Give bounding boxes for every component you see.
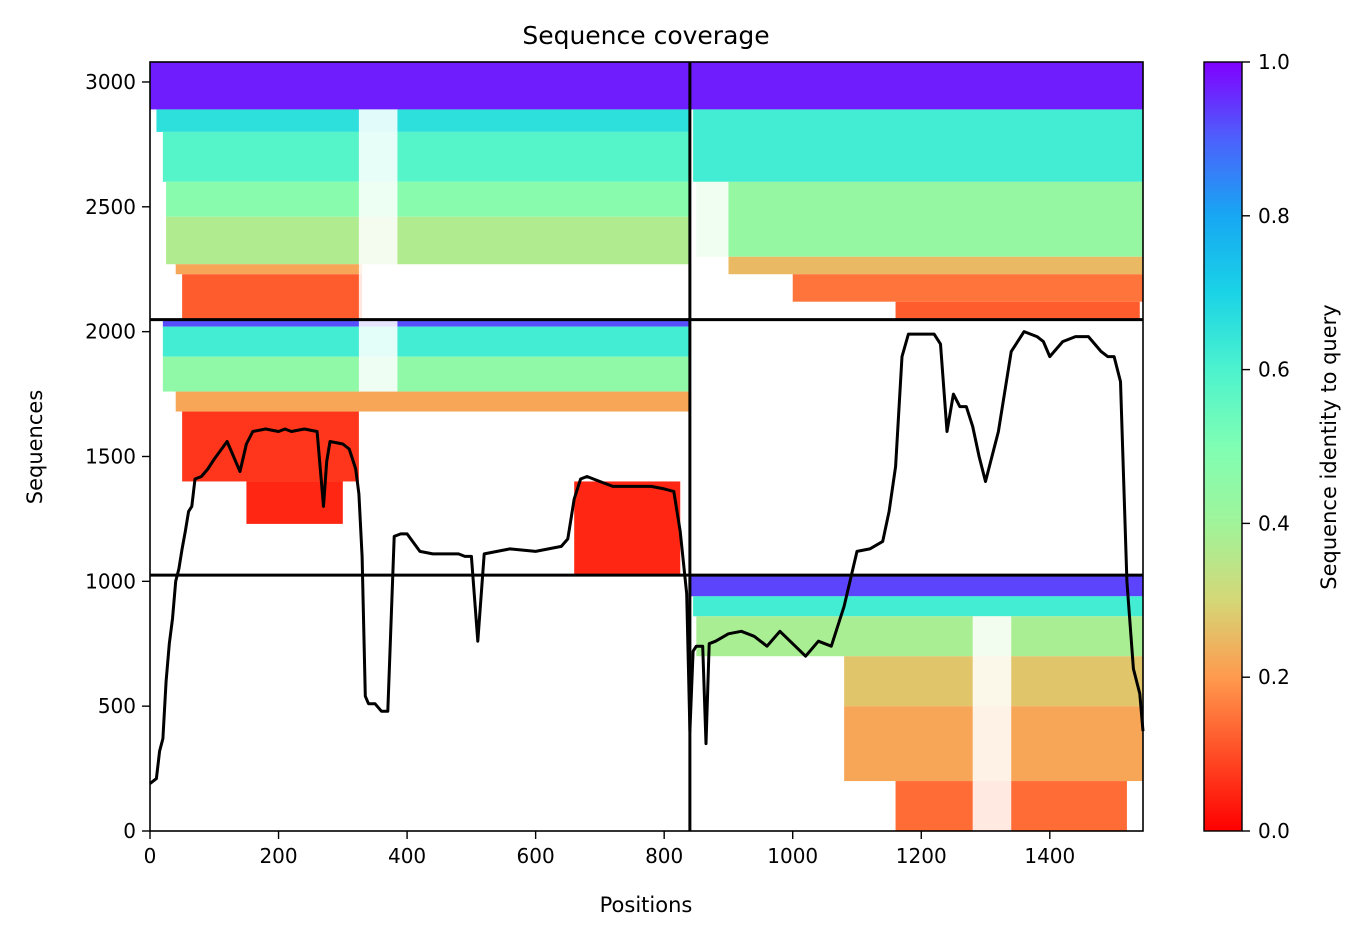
coverage-band xyxy=(693,596,1143,617)
coverage-band xyxy=(150,62,690,110)
colorbar xyxy=(1203,61,1243,832)
plot-frame xyxy=(149,61,1144,832)
x-tick-label: 1000 xyxy=(767,844,818,868)
heatmap-block-chain2-chain2 xyxy=(689,575,1143,831)
coverage-band xyxy=(182,411,359,482)
coverage-gap xyxy=(972,616,1012,831)
colorbar-tick-label: 0.4 xyxy=(1258,511,1290,535)
x-tick-label: 400 xyxy=(388,844,426,868)
coverage-band xyxy=(574,481,681,576)
coverage-band xyxy=(162,326,690,357)
coverage-line xyxy=(149,330,1145,785)
coverage-gap xyxy=(358,109,398,320)
coverage-band xyxy=(693,109,1143,182)
colorbar-ticks: 0.0 0.2 0.4 0.6 0.8 1.0 xyxy=(1242,50,1290,843)
coverage-band xyxy=(162,319,690,327)
x-tick-label: 800 xyxy=(645,844,683,868)
y-axis-ticks: 0 500 1000 1500 2000 2500 3000 xyxy=(85,70,150,843)
colorbar-tick-label: 0.8 xyxy=(1258,204,1290,228)
coverage-band xyxy=(696,616,1143,657)
coverage-band xyxy=(156,109,690,132)
y-tick-label: 500 xyxy=(98,694,136,718)
x-tick-label: 200 xyxy=(259,844,297,868)
colorbar-tick-label: 0.6 xyxy=(1258,358,1290,382)
heatmap-block-chain1-chain1 xyxy=(150,62,690,320)
coverage-band xyxy=(175,391,690,412)
coverage-gap xyxy=(358,319,398,392)
coverage-band xyxy=(895,301,1140,320)
x-tick-label: 1400 xyxy=(1024,844,1075,868)
colorbar-tick-label: 0.0 xyxy=(1258,819,1290,843)
coverage-band xyxy=(792,274,1143,302)
coverage-band xyxy=(696,181,1143,257)
y-tick-label: 2000 xyxy=(85,320,136,344)
y-tick-label: 0 xyxy=(123,819,136,843)
coverage-band xyxy=(689,575,1143,597)
chart-title: Sequence coverage xyxy=(522,21,769,50)
y-tick-label: 1500 xyxy=(85,444,136,468)
x-tick-label: 1200 xyxy=(896,844,947,868)
y-tick-label: 3000 xyxy=(85,70,136,94)
heatmap-block-chain2-chain1 xyxy=(689,62,1143,320)
coverage-gap xyxy=(689,181,729,320)
coverage-band xyxy=(175,264,363,275)
coverage-band xyxy=(162,356,690,392)
coverage-band xyxy=(166,181,690,217)
y-tick-label: 1000 xyxy=(85,569,136,593)
y-axis-label: Sequences xyxy=(23,390,47,505)
coverage-band xyxy=(182,274,363,320)
y-tick-label: 2500 xyxy=(85,195,136,219)
coverage-heatmap xyxy=(150,62,1143,831)
colorbar-tick-label: 0.2 xyxy=(1258,665,1290,689)
colorbar-label: Sequence identity to query xyxy=(1317,304,1341,589)
x-tick-label: 0 xyxy=(144,844,157,868)
x-axis-label: Positions xyxy=(600,893,693,917)
coverage-band xyxy=(728,256,1143,275)
heatmap-block-chain1-chain2 xyxy=(162,319,690,576)
coverage-band xyxy=(689,62,1143,110)
x-axis-ticks: 0 200 400 600 800 1000 1200 1400 xyxy=(144,831,1075,868)
coverage-band xyxy=(166,216,690,265)
colorbar-tick-label: 1.0 xyxy=(1258,50,1290,74)
x-tick-label: 600 xyxy=(517,844,555,868)
coverage-band xyxy=(246,481,343,524)
coverage-band xyxy=(162,131,690,182)
